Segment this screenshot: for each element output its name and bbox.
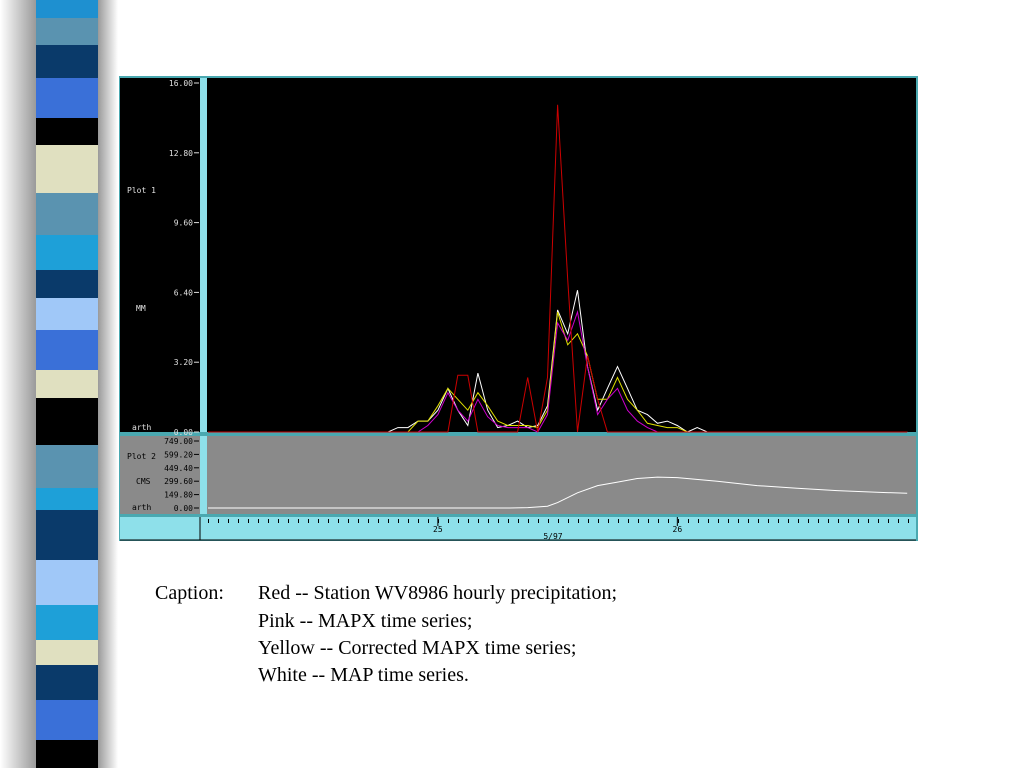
series-line <box>208 104 908 433</box>
y-tick-label: 749.00 <box>164 437 193 446</box>
y-tick-label: 12.80 <box>169 149 193 158</box>
decor-stripe <box>0 0 118 768</box>
y-tick-label: 16.00 <box>169 79 193 88</box>
corner-label: arth <box>132 503 151 512</box>
y-axis-label: MM <box>136 304 146 313</box>
x-tick-label: 25 <box>433 525 443 534</box>
caption-line: Pink -- MAPX time series; <box>258 610 472 632</box>
caption: Caption: Red -- Station WV8986 hourly pr… <box>155 582 617 686</box>
caption-label: Caption: <box>155 582 224 604</box>
y-axis-label: CMS <box>136 477 151 486</box>
y-tick-label: 0.00 <box>174 504 193 513</box>
corner-label: arth <box>132 423 151 432</box>
series-line <box>208 476 908 509</box>
caption-line: White -- MAP time series. <box>258 664 469 686</box>
x-axis-label: 5/97 <box>543 532 562 541</box>
y-tick-label: 599.20 <box>164 450 193 459</box>
y-tick-label: 0.00 <box>174 428 193 437</box>
caption-line: Yellow -- Corrected MAPX time series; <box>258 637 576 659</box>
y-tick-label: 299.60 <box>164 477 193 486</box>
plot-label: Plot 2 <box>127 452 156 461</box>
plot-label: Plot 1 <box>127 186 156 195</box>
caption-line: Red -- Station WV8986 hourly precipitati… <box>258 582 617 604</box>
y-tick-label: 9.60 <box>174 219 193 228</box>
plot-frame <box>119 76 918 541</box>
y-tick-label: 149.80 <box>164 491 193 500</box>
y-tick-label: 6.40 <box>174 288 193 297</box>
x-tick-label: 26 <box>673 525 683 534</box>
y-tick-label: 449.40 <box>164 464 193 473</box>
series-line <box>208 311 908 433</box>
y-tick-label: 3.20 <box>174 358 193 367</box>
